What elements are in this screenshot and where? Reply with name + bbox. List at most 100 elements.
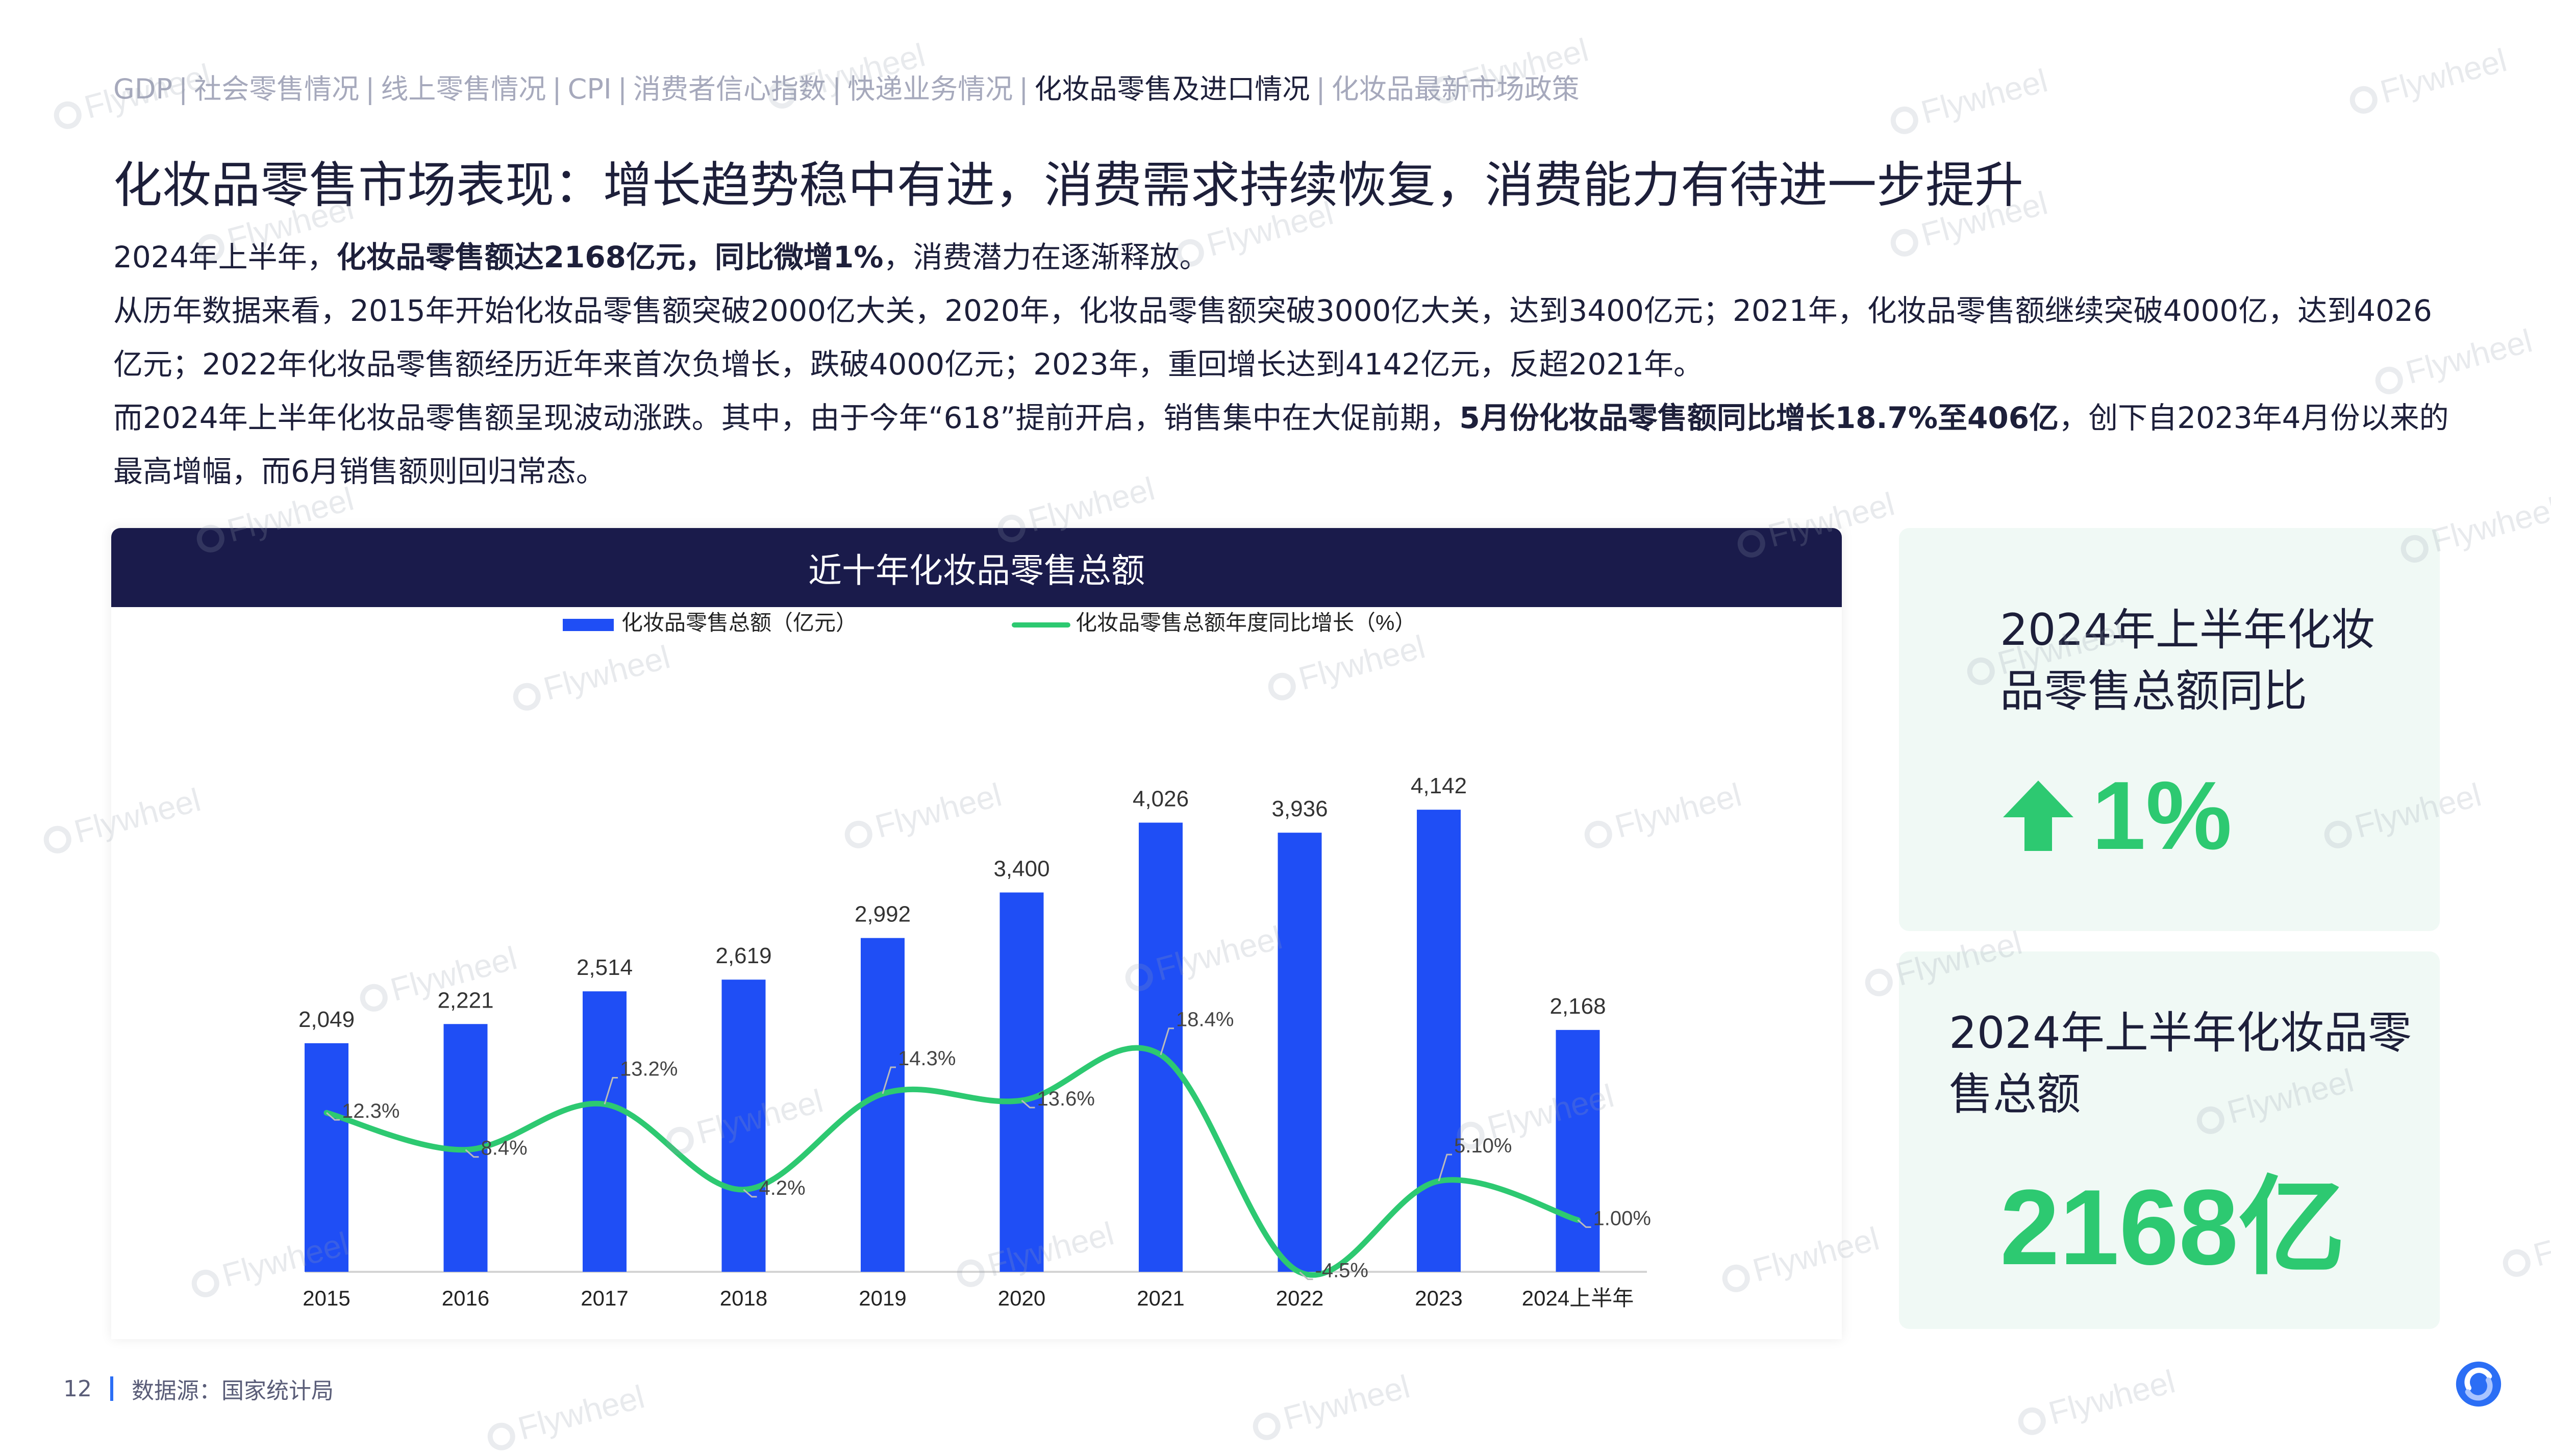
chart-title: 近十年化妆品零售总额 xyxy=(808,550,1145,590)
highlight-text: 5月份化妆品零售额同比增长18.7%至406亿 xyxy=(1459,400,2059,435)
leader-line xyxy=(604,1076,618,1104)
retail-chart: 化妆品零售总额（亿元） 化妆品零售总额年度同比增长（%） 2,049 2015 2,22… xyxy=(298,611,1651,1310)
line-value-label: 4.2% xyxy=(759,1177,806,1199)
x-tick-label: 2019 xyxy=(859,1286,906,1310)
x-tick-label: 2023 xyxy=(1415,1286,1462,1310)
leader-line xyxy=(1021,1099,1035,1109)
chart-header: 近十年化妆品零售总额 xyxy=(111,528,1842,607)
kpi-label: 2024年上半年化妆品零售总额 xyxy=(1949,1008,2412,1120)
nav-separator: | xyxy=(179,73,188,105)
nav-separator: | xyxy=(617,73,628,105)
x-tick-label: 2018 xyxy=(720,1286,767,1310)
footer-divider xyxy=(110,1376,113,1401)
highlight-text: 化妆品零售额达2168亿元，同比微增1% xyxy=(336,240,884,274)
growth-line xyxy=(323,1045,1581,1278)
bar xyxy=(1556,1030,1600,1272)
kpi-value-row: 1% xyxy=(2000,760,2232,871)
bar xyxy=(999,892,1044,1272)
bar-value-label: 2,221 xyxy=(437,988,493,1013)
bar-value-label: 2,992 xyxy=(855,902,911,927)
summary-paragraph-2: 从历年数据来看，2015年开始化妆品零售额突破2000亿大关，2020年，化妆品… xyxy=(113,293,2432,382)
legend-label: 化妆品零售总额年度同比增长（%） xyxy=(1076,611,1416,635)
watermark-logo-icon xyxy=(1887,103,1921,137)
line-value-label: -4.5% xyxy=(1315,1260,1369,1282)
x-tick-label: 2015 xyxy=(303,1286,350,1310)
watermark: Flywheel xyxy=(2498,1204,2551,1282)
nav-item[interactable]: 化妆品最新市场政策 xyxy=(1331,73,1580,105)
watermark: Flywheel xyxy=(1886,61,2052,139)
line-value-label: 13.6% xyxy=(1037,1088,1095,1110)
legend-swatch-bars xyxy=(563,619,614,631)
page-title: 化妆品零售市场表现：增长趋势稳中有进，消费需求持续恢复，消费能力有待进一步提升 xyxy=(113,157,2023,214)
x-tick-label: 2024上半年 xyxy=(1522,1286,1634,1310)
nav-item[interactable]: 线上零售情况 xyxy=(381,73,546,105)
nav-separator: | xyxy=(1019,73,1029,105)
nav-item[interactable]: GDP xyxy=(113,73,172,105)
nav-item[interactable]: 化妆品零售及进口情况 xyxy=(1034,73,1310,105)
kpi-card-total: 2024年上半年化妆品零售总额 2168亿 xyxy=(1899,951,2440,1329)
legend-label: 化妆品零售总额（亿元） xyxy=(621,611,857,635)
bar-value-label: 4,026 xyxy=(1133,787,1189,812)
kpi-label: 2024年上半年化妆品零售总额同比 xyxy=(2000,605,2375,717)
watermark-logo-icon xyxy=(2346,83,2381,117)
bar-value-label: 2,619 xyxy=(715,943,771,968)
line-value-label: 12.3% xyxy=(342,1100,399,1122)
section-nav: GDP | 社会零售情况 | 线上零售情况 | CPI | 消费者信心指数 | 快递业务情况 | 化妆品… xyxy=(113,66,1580,107)
bar-value-label: 2,514 xyxy=(577,955,633,980)
x-tick-label: 2021 xyxy=(1137,1286,1184,1310)
line-value-label: 18.4% xyxy=(1176,1009,1234,1031)
leader-line xyxy=(1160,1027,1174,1056)
summary-paragraph-3: 而2024年上半年化妆品零售额呈现波动涨跌。其中，由于今年“618”提前开启，销… xyxy=(113,391,2450,498)
nav-item[interactable]: 消费者信心指数 xyxy=(633,73,827,105)
nav-separator: | xyxy=(832,73,842,105)
nav-separator: | xyxy=(552,73,562,105)
bar-value-label: 3,400 xyxy=(993,856,1049,881)
text-run: 2024年上半年， xyxy=(113,240,337,274)
nav-item[interactable]: CPI xyxy=(567,73,612,105)
chart-card: 近十年化妆品零售总额 化妆品零售总额（亿元） 化妆品零售总额年度同比增长（%） 2,… xyxy=(111,528,1842,1339)
up-arrow-icon xyxy=(2003,781,2073,851)
leader-line xyxy=(743,1189,757,1198)
nav-item[interactable]: 快递业务情况 xyxy=(847,73,1013,105)
watermark-logo-icon xyxy=(2015,1404,2049,1438)
kpi-card-yoy: 2024年上半年化妆品零售总额同比 1% xyxy=(1899,528,2440,931)
leader-line xyxy=(1577,1219,1591,1228)
x-tick-label: 2016 xyxy=(442,1286,489,1310)
bar xyxy=(721,980,766,1272)
line-value-label: 1.00% xyxy=(1593,1207,1651,1229)
x-tick-label: 2020 xyxy=(998,1286,1045,1310)
watermark: Flywheel xyxy=(2345,41,2511,119)
footer: 12 数据源：国家统计局 xyxy=(63,1372,334,1405)
leader-line xyxy=(882,1066,896,1094)
kpi-value: 1% xyxy=(2092,762,2232,870)
watermark: Flywheel xyxy=(1248,1367,1414,1445)
watermark: Flywheel xyxy=(483,1377,648,1455)
summary-text: 2024年上半年，化妆品零售额达2168亿元，同比微增1%，消费潜力在逐渐释放。… xyxy=(113,231,2450,498)
leader-line xyxy=(326,1112,340,1121)
watermark: Flywheel xyxy=(2013,1362,2179,1440)
x-tick-label: 2017 xyxy=(581,1286,628,1310)
text-run: ，消费潜力在逐渐释放。 xyxy=(883,240,1209,274)
leader-line xyxy=(1438,1153,1452,1182)
nav-item[interactable]: 社会零售情况 xyxy=(194,73,360,105)
bar-value-label: 2,168 xyxy=(1549,994,1606,1019)
line-value-label: 14.3% xyxy=(898,1047,956,1070)
x-tick-label: 2022 xyxy=(1276,1286,1323,1310)
text-run: 而2024年上半年化妆品零售额呈现波动涨跌。其中，由于今年“618”提前开启，销… xyxy=(113,400,1460,435)
bar xyxy=(583,991,627,1272)
watermark-logo-icon xyxy=(484,1419,518,1453)
watermark-logo-icon xyxy=(40,822,74,857)
leader-line xyxy=(1299,1271,1313,1281)
nav-separator: | xyxy=(1316,73,1325,105)
watermark-logo-icon xyxy=(1862,965,1896,999)
page-number: 12 xyxy=(63,1375,92,1402)
text-run: ，创下自2023年4月份以来的最高增幅，而6月销售额则回归常态。 xyxy=(113,400,2449,489)
bar-value-label: 2,049 xyxy=(298,1007,355,1032)
line-value-label: 13.2% xyxy=(620,1058,678,1080)
bar-value-label: 4,142 xyxy=(1411,773,1467,798)
watermark-logo-icon xyxy=(1249,1409,1284,1443)
watermark-logo-icon xyxy=(51,98,85,132)
bar-value-label: 3,936 xyxy=(1271,796,1328,821)
kpi-value: 2168亿 xyxy=(2000,1167,2346,1287)
summary-paragraph-1: 2024年上半年，化妆品零售额达2168亿元，同比微增1%，消费潜力在逐渐释放。 xyxy=(113,231,2450,284)
